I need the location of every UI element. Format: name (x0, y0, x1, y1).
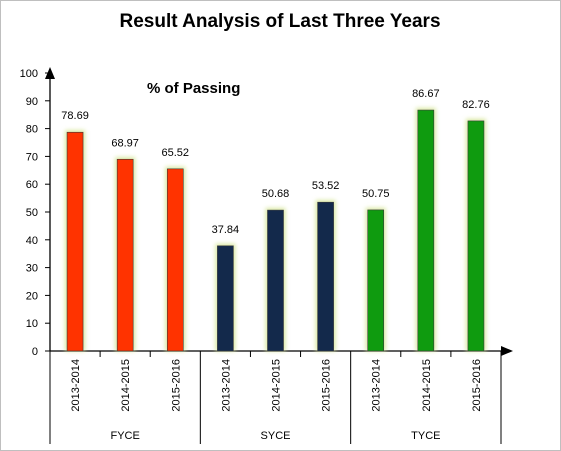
y-tick-label: 40 (26, 235, 38, 247)
y-tick-label: 100 (20, 68, 38, 80)
y-tick-label: 90 (26, 96, 38, 108)
chart-subtitle: % of Passing (147, 80, 240, 97)
y-tick-label: 80 (26, 124, 38, 136)
labels-layer: 78.69 2013-2014 68.97 2014-2015 65.52 2015-20… (61, 88, 489, 442)
category-label: 2015-2016 (471, 359, 483, 412)
bar (166, 168, 184, 352)
y-tick-label: 10 (26, 318, 38, 330)
category-label: 2014-2015 (120, 359, 132, 412)
category-label: 2014-2015 (271, 359, 283, 412)
bar (317, 201, 334, 352)
bar-value-label: 78.69 (61, 110, 89, 122)
y-tick-label: 50 (26, 207, 38, 219)
y-tick-label: 30 (26, 263, 38, 275)
category-label: 2013-2014 (70, 359, 82, 412)
bar (217, 245, 234, 352)
x-axis-arrow (501, 346, 513, 356)
y-tick-label: 70 (26, 151, 38, 163)
bar-value-label: 53.52 (312, 180, 340, 192)
chart-title: Result Analysis of Last Three Years (119, 11, 440, 32)
category-label: 2015-2016 (170, 359, 182, 412)
y-tick-label: 20 (26, 290, 38, 302)
group-label: TYCE (411, 430, 440, 442)
y-tick-label: 0 (32, 346, 38, 358)
category-label: 2015-2016 (321, 359, 333, 412)
group-label: SYCE (261, 430, 291, 442)
bar-value-label: 68.97 (111, 137, 139, 149)
y-tick-label: 60 (26, 179, 38, 191)
category-label: 2013-2014 (371, 359, 383, 412)
bars-layer (65, 108, 486, 352)
bar (116, 158, 134, 352)
bar (467, 120, 485, 352)
bar-value-label: 82.76 (462, 99, 490, 111)
bar (367, 209, 385, 352)
bar-value-label: 37.84 (212, 224, 240, 236)
group-label: FYCE (110, 430, 139, 442)
bar-value-label: 50.75 (362, 188, 390, 200)
bar-value-label: 65.52 (162, 147, 190, 159)
bar (417, 109, 435, 352)
bar-value-label: 86.67 (412, 88, 440, 100)
category-label: 2013-2014 (220, 359, 232, 412)
bar-value-label: 50.68 (262, 188, 290, 200)
bar (267, 209, 284, 352)
category-label: 2014-2015 (421, 359, 433, 412)
bar (66, 131, 84, 352)
